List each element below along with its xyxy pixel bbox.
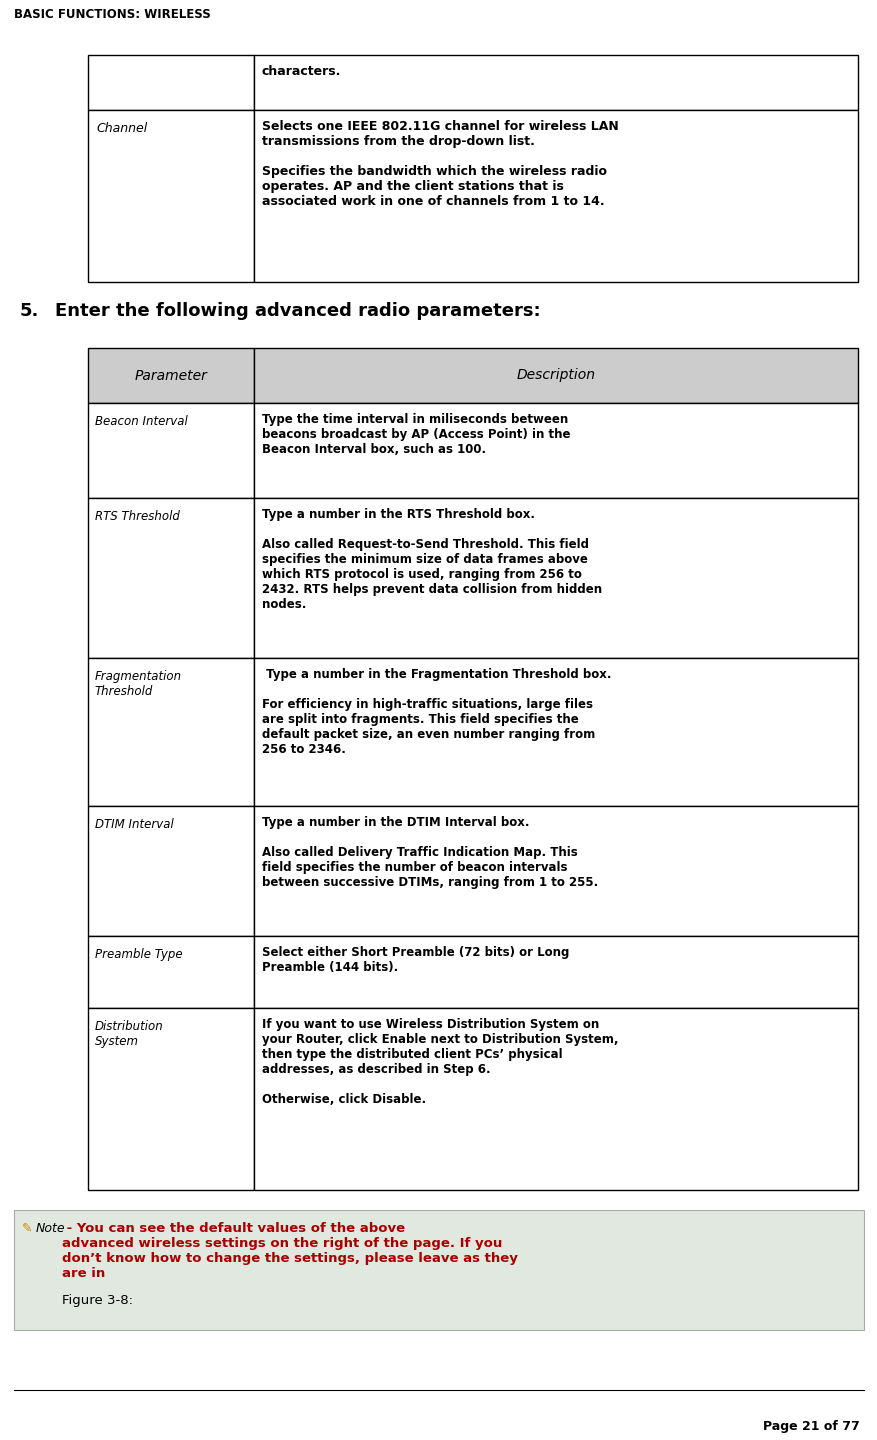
Text: 5.: 5. (20, 302, 39, 320)
Text: ✎: ✎ (22, 1223, 32, 1236)
Bar (88, 806, 253, 936)
Bar (88, 1008, 253, 1189)
Bar (253, 1008, 857, 1189)
Text: Type a number in the Fragmentation Threshold box.

For efficiency in high-traffi: Type a number in the Fragmentation Thres… (261, 668, 610, 756)
Text: Enter the following advanced radio parameters:: Enter the following advanced radio param… (55, 302, 540, 320)
Text: Type the time interval in miliseconds between
beacons broadcast by AP (Access Po: Type the time interval in miliseconds be… (261, 413, 569, 456)
Bar (88, 55, 253, 109)
Text: BASIC FUNCTIONS: WIRELESS: BASIC FUNCTIONS: WIRELESS (14, 9, 210, 22)
Text: Distribution
System: Distribution System (95, 1020, 164, 1048)
Bar (88, 658, 253, 806)
Text: Channel: Channel (96, 122, 147, 135)
Text: Type a number in the RTS Threshold box.

Also called Request-to-Send Threshold. : Type a number in the RTS Threshold box. … (261, 508, 601, 611)
Text: RTS Threshold: RTS Threshold (95, 510, 180, 523)
Text: Description: Description (516, 369, 595, 383)
Bar (88, 403, 253, 498)
Bar (88, 936, 253, 1008)
Bar (88, 109, 253, 282)
Text: Selects one IEEE 802.11G channel for wireless LAN
transmissions from the drop-do: Selects one IEEE 802.11G channel for wir… (261, 120, 617, 207)
Text: Parameter: Parameter (134, 369, 207, 383)
Bar (253, 936, 857, 1008)
Text: Page 21 of 77: Page 21 of 77 (762, 1420, 859, 1433)
Bar (88, 498, 253, 658)
Bar (14, 1210, 863, 1331)
Text: If you want to use Wireless Distribution System on
your Router, click Enable nex: If you want to use Wireless Distribution… (261, 1018, 617, 1106)
Text: Figure 3-8:: Figure 3-8: (62, 1295, 132, 1308)
Text: Preamble Type: Preamble Type (95, 948, 182, 960)
Text: Fragmentation
Threshold: Fragmentation Threshold (95, 670, 182, 698)
Bar (253, 348, 857, 403)
Bar (253, 806, 857, 936)
Bar (253, 498, 857, 658)
Text: characters.: characters. (261, 65, 340, 78)
Text: - You can see the default values of the above
advanced wireless settings on the : - You can see the default values of the … (62, 1223, 517, 1280)
Text: Beacon Interval: Beacon Interval (95, 415, 188, 428)
Bar (253, 658, 857, 806)
Bar (253, 403, 857, 498)
Bar (253, 55, 857, 109)
Bar (253, 109, 857, 282)
Text: Note: Note (36, 1223, 66, 1236)
Bar (88, 348, 253, 403)
Text: DTIM Interval: DTIM Interval (95, 818, 174, 831)
Text: Select either Short Preamble (72 bits) or Long
Preamble (144 bits).: Select either Short Preamble (72 bits) o… (261, 946, 568, 973)
Text: Type a number in the DTIM Interval box.

Also called Delivery Traffic Indication: Type a number in the DTIM Interval box. … (261, 816, 597, 888)
